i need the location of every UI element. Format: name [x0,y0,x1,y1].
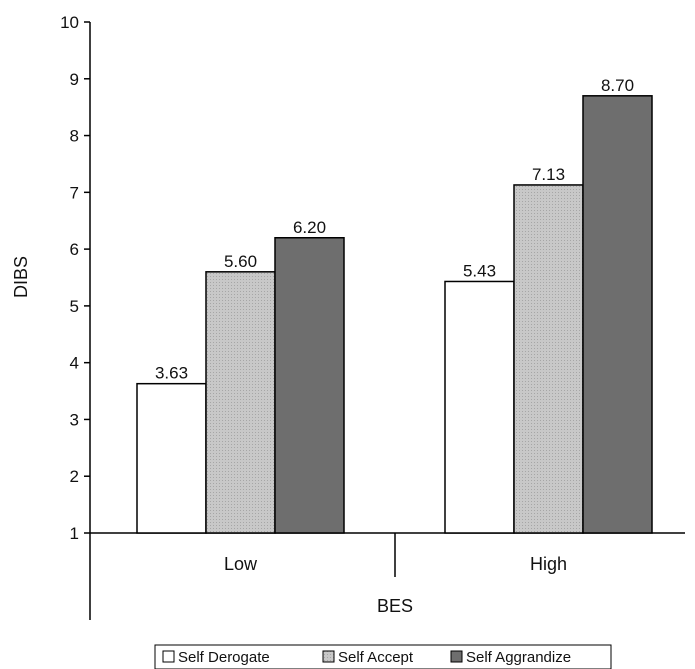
x-category-labels: Low High [224,554,567,574]
x-axis-title: BES [377,596,413,616]
legend: Self Derogate Self Accept Self Aggrandize [154,644,612,669]
y-tick-label: 1 [70,524,79,543]
legend-entry: Self Aggrandize [466,649,571,666]
y-tick-label: 2 [70,467,79,486]
bar-self-derogate-high [444,280,515,534]
y-tick-label: 4 [70,354,79,373]
bar-self-derogate-low [136,382,207,534]
bars [136,95,653,534]
legend-entry: Self Derogate [178,649,270,666]
bar-self-aggrandize-low [274,237,345,534]
data-label: 5.43 [463,261,496,280]
legend-box [154,644,612,669]
bar-self-aggrandize-high [582,95,653,534]
legend-swatch [162,650,175,663]
y-tick-label: 8 [70,127,79,146]
y-tick-label: 7 [70,183,79,202]
legend-swatch [322,650,335,663]
legend-swatch [450,650,463,663]
bar-self-accept-high [513,184,584,534]
y-ticks: 1 2 3 4 5 6 7 8 9 10 [60,13,90,543]
x-category-label: High [530,554,567,574]
y-tick-label: 10 [60,13,79,32]
x-category-label: Low [224,554,258,574]
data-label: 6.20 [293,218,326,237]
y-tick-label: 3 [70,410,79,429]
legend-entry: Self Accept [338,649,414,666]
y-tick-label: 9 [70,70,79,89]
data-label: 8.70 [601,76,634,95]
bar-self-accept-low [205,271,276,534]
y-tick-label: 6 [70,240,79,259]
data-label: 7.13 [532,165,565,184]
data-label: 3.63 [155,364,188,383]
data-label: 5.60 [224,252,257,271]
y-tick-label: 5 [70,297,79,316]
y-axis-title: DIBS [11,256,31,298]
data-labels: 3.63 5.43 5.60 7.13 6.20 8.70 [155,76,634,383]
